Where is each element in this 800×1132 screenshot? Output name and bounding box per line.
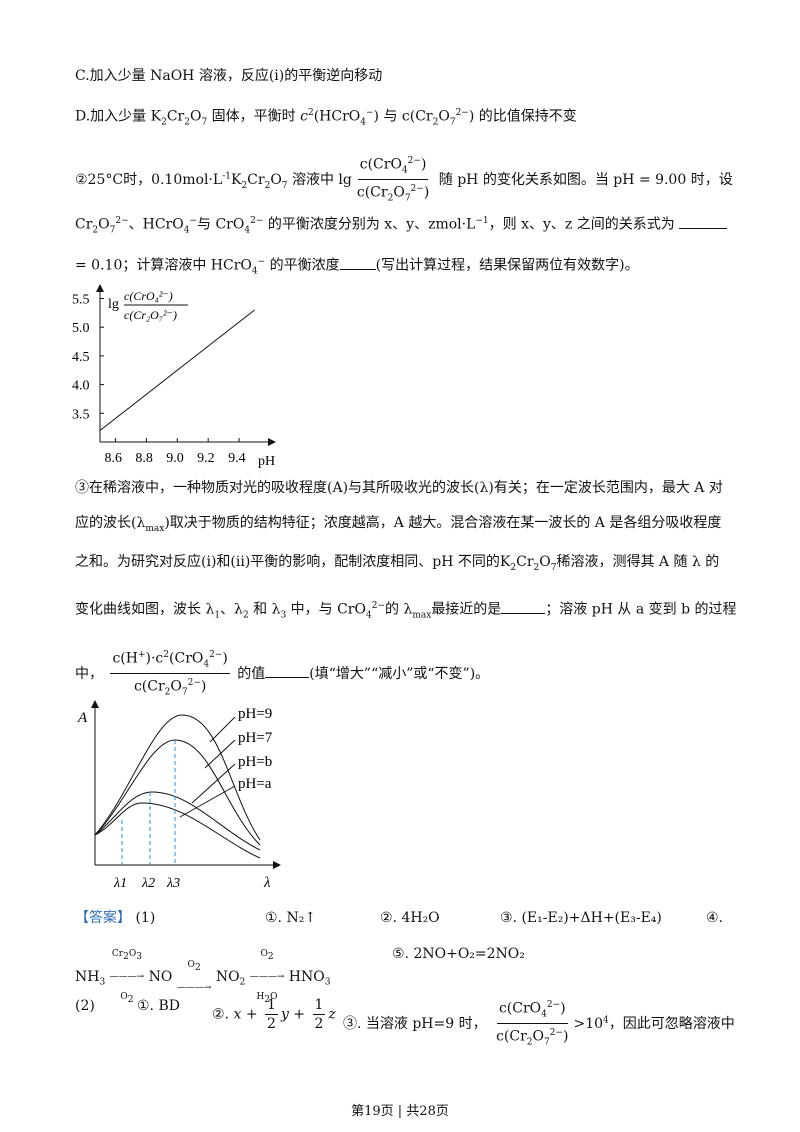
q2-suffix: 随 pH 的变化关系如图。当 pH = 9.00 时，设 <box>438 171 733 188</box>
q3-line4b: 的 λ <box>385 601 413 618</box>
q2-line3: = 0.10；计算溶液中 HCrO4− 的平衡浓度 (写出计算过程，结果保留两位有… <box>75 257 639 277</box>
chart1-series-line <box>99 309 255 431</box>
chart1-y-arrow <box>96 284 104 292</box>
chart1-xlabel: pH <box>258 454 275 469</box>
answer-b1: ①. BD <box>137 998 180 1014</box>
q3-line3b: 稀溶液，测得其 A 随 λ 的 <box>556 554 720 570</box>
legend-label: pH=a <box>238 776 272 792</box>
q2-line3b: 的平衡浓度 <box>269 257 340 274</box>
blank-2[interactable] <box>339 257 376 270</box>
answer-a5: ⑤. 2NO+O₂=2NO₂ <box>392 946 525 962</box>
q3-line1: ③在稀溶液中，一种物质对光的吸收程度(A)与其所吸收光的波长(λ)有关；在一定波… <box>75 480 723 496</box>
q3-line2a: 应的波长(λ <box>75 515 146 531</box>
chart1-xtick-label: 9.2 <box>197 451 215 466</box>
option-d-prefix: D.加入少量 <box>75 108 147 125</box>
chart2-xlabel: λ <box>263 875 271 891</box>
curve-pha <box>94 802 261 859</box>
q3-line4: 变化曲线如图，波长 λ1、λ2 和 λ3 中，与 CrO42−的 λmax最接近… <box>75 601 737 621</box>
chart1-ytick-label: 4.5 <box>72 350 90 365</box>
q2-line2b: ，则 x、y、z 之间的关系式为 <box>488 216 675 233</box>
answer-b3-label: ③. 当溶液 pH=9 时， <box>343 1015 487 1032</box>
legend-label: pH=b <box>238 754 272 770</box>
chart1-ylabel-lg: lg <box>108 297 119 312</box>
answer-tag: 【答案】 <box>75 910 131 926</box>
answer-a3: ③. (E₁-E₂)+ΔH+(E₃-E₄) <box>500 910 662 926</box>
blank-3[interactable] <box>501 601 546 614</box>
chart1-ylabel-num: c(CrO₄²⁻) <box>124 289 173 303</box>
answer-a4-equation: NH3 Cr2O3 ———→ O2 NO O2 ———→ NO2 O2 ———→ H2O … <box>75 949 331 1005</box>
q2-line2a: 的平衡浓度分别为 x、y、zmol·L <box>267 216 476 233</box>
chart1-ytick-label: 3.5 <box>72 407 90 422</box>
q2-line3c: (写出计算过程，结果保留两位有效数字)。 <box>375 257 639 274</box>
answer-part2: (2) <box>75 998 95 1014</box>
answer-a4: ④. <box>706 910 724 926</box>
q2-line1: ②25°C时，0.10mol·L-1K2Cr2O7 溶液中 lg c(CrO42−… <box>75 152 733 208</box>
chart1-ytick-label: 4.0 <box>72 379 90 394</box>
ph-lg-chart: 3.5 4.0 4.5 5.0 5.5 8.6 8.8 9.0 9.2 9.4 lg c(CrO… <box>72 284 276 469</box>
answer-b2-label: ②. <box>212 1006 230 1023</box>
answer-b3-end: ，因此可忽略溶液中 <box>608 1015 735 1032</box>
q3-line4a: 变化曲线如图，波长 λ <box>75 601 215 618</box>
chart2-xtick-label: λ1 <box>113 876 127 891</box>
chart2-xtick-label: λ3 <box>166 876 180 891</box>
q2-prefix: ②25°C时，0.10mol·L <box>75 171 223 188</box>
chart1-x-arrow <box>268 438 276 446</box>
chart1-ylabel-den: c(Cr₂O₇²⁻) <box>124 308 177 322</box>
q3-line5a: 中， <box>75 665 103 682</box>
answer-line1: 【答案】 (1) <box>75 908 155 928</box>
leader-ph9 <box>209 716 236 743</box>
option-c: C.加入少量 NaOH 溶液，反应(i)的平衡逆向移动 <box>75 68 383 84</box>
legend-label: pH=9 <box>238 706 272 722</box>
chart2-y-arrow <box>91 700 99 708</box>
curve-ph7 <box>94 739 261 846</box>
option-d-suffix: 的比值保持不变 <box>478 108 577 125</box>
legend-label: pH=7 <box>238 730 273 746</box>
page-footer: 第19页 | 共28页 <box>351 1104 449 1119</box>
answer-a1: ①. N₂↑ <box>265 910 317 926</box>
chart2-x-arrow <box>273 861 281 869</box>
q3-line5b: 的值 <box>237 665 266 682</box>
chart1-ytick-label: 5.0 <box>72 321 90 336</box>
leader-ph7 <box>204 739 236 769</box>
q2-line2: Cr2O72−、HCrO4−与 CrO42− 的平衡浓度分别为 x、y、zmol… <box>75 211 728 240</box>
blank-4[interactable] <box>265 665 310 678</box>
q2-mid: 溶液中 <box>291 171 334 188</box>
q3-line3: 之和。为研究对反应(i)和(ii)平衡的影响，配制浓度相同、pH 不同的K2Cr… <box>75 554 720 573</box>
chart2-xtick-label: λ2 <box>141 876 155 891</box>
q3-line2b: )取决于物质的结构特征；浓度越高，A 越大。混合溶液在某一波长的 A 是各组分吸… <box>164 515 722 531</box>
leader-phb <box>191 763 236 804</box>
answer-a2: ②. 4H₂O <box>380 910 440 926</box>
curve-phb <box>94 791 261 851</box>
q3-line5c: (填“增大”“减小”或“不变”)。 <box>309 665 490 682</box>
chart1-ytick-label: 5.5 <box>72 292 90 307</box>
leader-pha <box>179 785 236 818</box>
answer-b3: ③. 当溶液 pH=9 时， c(CrO42−) c(Cr2O72−) >104，因… <box>343 996 735 1052</box>
chart1-xtick-label: 9.4 <box>228 451 246 466</box>
q3-line2: 应的波长(λmax)取决于物质的结构特征；浓度越高，A 越大。混合溶液在某一波长… <box>75 515 722 534</box>
answer-part1: (1) <box>135 910 156 926</box>
option-d: D.加入少量 K2Cr2O7 固体，平衡时 c2(HCrO4−) 与 c(Cr2… <box>75 108 577 128</box>
chart1-xtick-label: 8.6 <box>104 451 122 466</box>
option-d-and: 与 <box>383 108 398 125</box>
chart2-ylabel: A <box>77 710 88 726</box>
chart1-xtick-label: 8.8 <box>135 451 153 466</box>
q2-line3a: = 0.10；计算溶液中 <box>75 257 207 274</box>
q3-line5: 中， c(H+)·c2(CrO42−) c(Cr2O72−) 的值 (填“增大”“减… <box>75 646 489 702</box>
q3-line3a: 之和。为研究对反应(i)和(ii)平衡的影响，配制浓度相同、pH 不同的 <box>75 554 500 570</box>
absorbance-chart: A λ pH=9 pH=7 pH=b pH=a λ1 λ2 λ3 <box>77 700 281 891</box>
chart1-xtick-label: 9.0 <box>166 451 184 466</box>
q3-line4c: 最接近的是 <box>431 601 502 618</box>
curve-ph9 <box>94 714 261 841</box>
q3-line4d: ；溶液 pH 从 a 变到 b 的过程 <box>545 601 737 618</box>
option-d-mid: 固体，平衡时 <box>211 108 296 125</box>
blank-1[interactable] <box>679 216 728 229</box>
